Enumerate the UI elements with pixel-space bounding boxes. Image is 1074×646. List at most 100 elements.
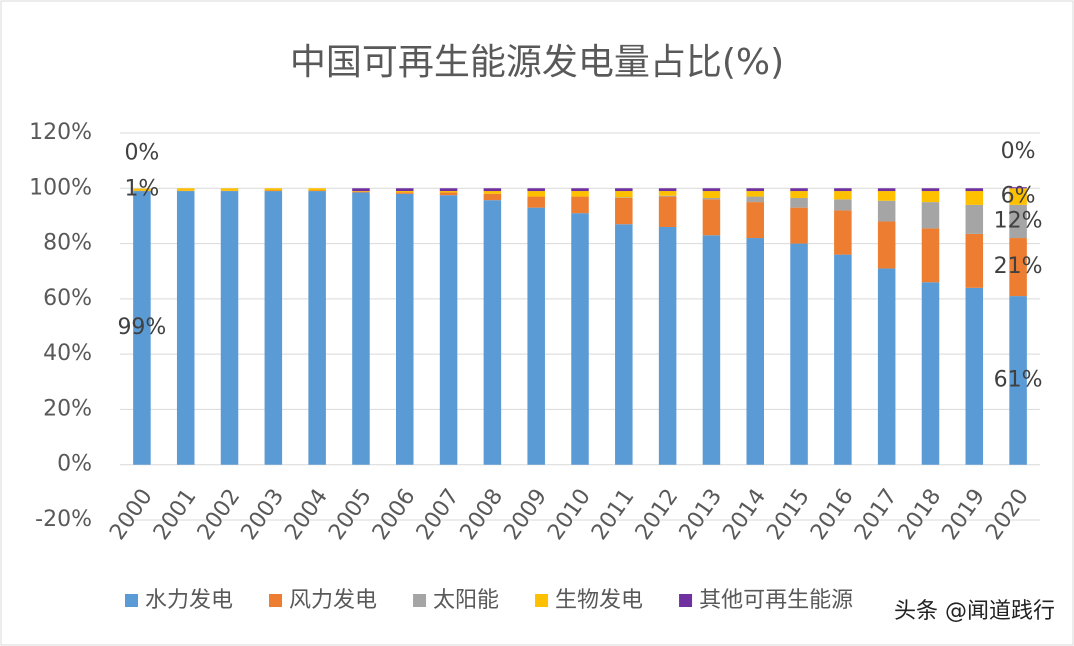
- bar-segment: [702, 191, 721, 198]
- bar-segment: [965, 233, 984, 288]
- y-tick-label: 0%: [57, 452, 92, 477]
- bar-segment: [176, 188, 195, 191]
- bar-segment: [571, 196, 589, 214]
- bar-segment: [308, 188, 326, 191]
- bar-segment: [834, 191, 852, 200]
- bar-segment: [308, 190, 326, 192]
- watermark: 头条 @闻道践行: [894, 599, 1055, 624]
- bar-segment: [352, 188, 370, 192]
- bar-segment: [352, 191, 370, 193]
- y-tick-label: 120%: [29, 120, 92, 145]
- legend-label: 水力发电: [145, 588, 233, 613]
- bar-segment: [877, 221, 896, 269]
- bar-segment: [658, 226, 677, 465]
- legend-swatch: [125, 594, 138, 607]
- bar-segment: [615, 224, 633, 465]
- data-label: 0%: [124, 141, 159, 166]
- bar-segment: [921, 228, 940, 283]
- bar-segment: [877, 268, 896, 465]
- bar-segment: [483, 188, 502, 192]
- bar-segment: [352, 192, 370, 465]
- bar-segment: [1009, 188, 1027, 205]
- bar-segment: [834, 254, 852, 465]
- bar-segment: [439, 195, 458, 465]
- y-tick-label: 100%: [29, 175, 92, 200]
- bar-segment: [396, 191, 414, 193]
- bar-segment: [702, 188, 721, 192]
- bar-segment: [483, 193, 502, 201]
- data-label: 1%: [124, 177, 159, 202]
- bar-segment: [571, 213, 589, 465]
- bar-segment: [483, 191, 502, 194]
- bar-segment: [439, 192, 458, 196]
- bar-segment: [746, 202, 764, 239]
- bar-segment: [746, 196, 764, 203]
- bar-segment: [1009, 204, 1027, 239]
- bar-segment: [965, 204, 984, 234]
- bar-segment: [746, 191, 764, 197]
- bar-segment: [133, 191, 151, 465]
- bar-segment: [483, 200, 502, 465]
- bar-segment: [571, 191, 589, 197]
- bar-segment: [615, 191, 633, 198]
- chart-title: 中国可再生能源发电量占比(%): [290, 42, 784, 83]
- data-label: 0%: [1001, 139, 1036, 164]
- bar-segment: [658, 196, 677, 227]
- legend-label: 风力发电: [289, 588, 377, 613]
- bar-segment: [877, 188, 896, 192]
- bar-segment: [746, 238, 764, 465]
- bar-segment: [746, 188, 764, 192]
- bar-segment: [527, 207, 545, 465]
- bar-segment: [527, 191, 545, 197]
- legend-swatch: [413, 594, 427, 607]
- bar-segment: [264, 191, 283, 465]
- bar-segment: [965, 188, 984, 192]
- legend-label: 其他可再生能源: [699, 588, 853, 613]
- y-tick-label: 40%: [43, 341, 92, 366]
- bar-segment: [439, 188, 458, 192]
- bar-segment: [220, 191, 239, 465]
- bar-segment: [396, 193, 414, 465]
- bar-segment: [264, 188, 283, 191]
- data-label: 61%: [994, 367, 1043, 392]
- bar-segment: [439, 191, 458, 193]
- bar-segment: [834, 210, 852, 255]
- bar-segment: [790, 191, 808, 198]
- legend-swatch: [679, 594, 693, 607]
- bar-segment: [658, 188, 677, 192]
- data-label: 21%: [994, 254, 1043, 279]
- bar-segment: [834, 199, 852, 211]
- bar-segment: [921, 282, 940, 465]
- y-tick-label: -20%: [35, 507, 92, 532]
- data-label: 99%: [117, 315, 166, 340]
- bar-segment: [615, 188, 633, 192]
- bar-segment: [921, 191, 940, 203]
- bar-segment: [921, 202, 940, 229]
- bar-segment: [352, 191, 370, 192]
- y-tick-label: 20%: [43, 396, 92, 421]
- bar-segment: [571, 188, 589, 192]
- bar-segment: [658, 195, 677, 197]
- bar-segment: [834, 188, 852, 192]
- bar-segment: [264, 190, 283, 192]
- bar-segment: [965, 191, 984, 205]
- y-tick-label: 60%: [43, 286, 92, 311]
- bar-segment: [1009, 187, 1027, 189]
- bar-segment: [702, 197, 721, 200]
- legend-swatch: [535, 594, 549, 607]
- bar-segment: [921, 188, 940, 192]
- bar-segment: [790, 243, 808, 465]
- legend-label: 生物发电: [555, 588, 643, 613]
- bar-segment: [965, 287, 984, 465]
- legend-label: 太阳能: [433, 588, 499, 613]
- bar-segment: [877, 200, 896, 222]
- bar-segment: [615, 197, 633, 225]
- bar-segment: [658, 191, 677, 196]
- bar-segment: [220, 188, 239, 191]
- bar-segment: [790, 188, 808, 192]
- y-tick-label: 80%: [43, 231, 92, 256]
- bar-segment: [396, 188, 414, 192]
- bar-segment: [527, 188, 545, 192]
- bar-segment: [308, 191, 326, 465]
